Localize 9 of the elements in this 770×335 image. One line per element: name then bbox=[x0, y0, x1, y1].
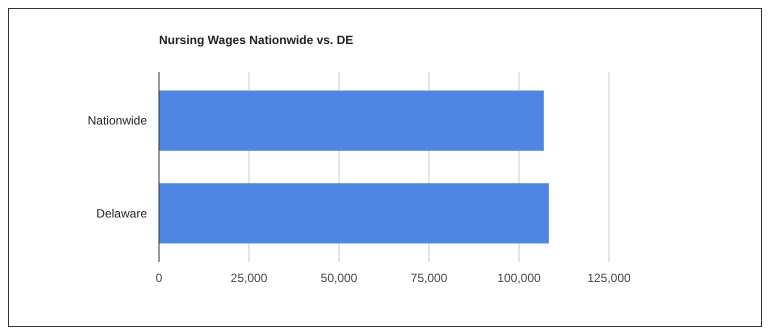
x-tick-label: 125,000 bbox=[587, 271, 632, 285]
x-tick-label: 50,000 bbox=[320, 271, 358, 285]
x-tick-label: 25,000 bbox=[230, 271, 268, 285]
chart-title: Nursing Wages Nationwide vs. DE bbox=[159, 33, 354, 47]
y-tick-label: Delaware bbox=[96, 206, 148, 220]
x-tick-label: 75,000 bbox=[410, 271, 448, 285]
y-tick-label: Nationwide bbox=[88, 114, 148, 128]
x-tick-label: 0 bbox=[156, 271, 163, 285]
x-tick-label: 100,000 bbox=[497, 271, 542, 285]
